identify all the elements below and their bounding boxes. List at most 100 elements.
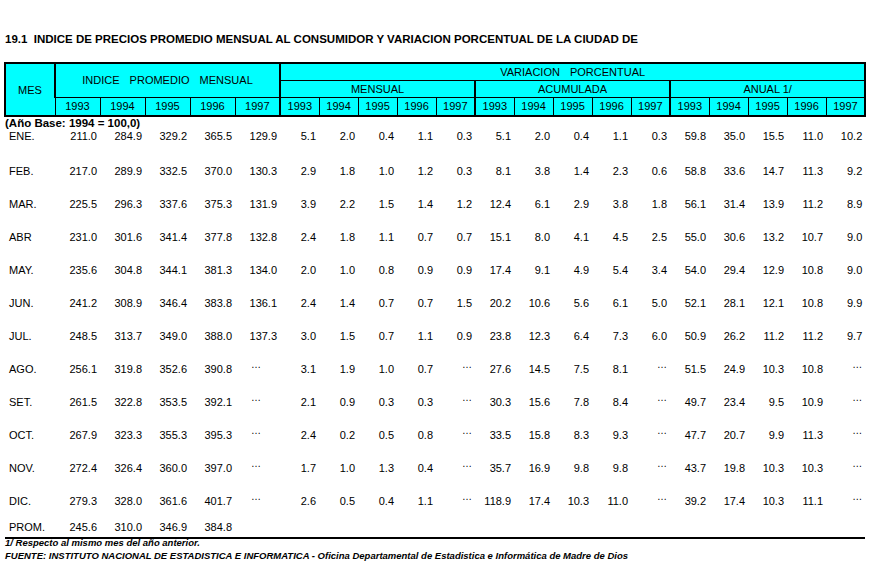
header-mes: MES [5, 63, 55, 116]
month-cell: FEB. [5, 154, 55, 187]
value-cell: 26.2 [709, 319, 748, 352]
value-cell: 29.4 [709, 253, 748, 286]
value-cell: … [436, 418, 475, 451]
year-header: 1995 [358, 97, 397, 116]
table-row: ABR231.0301.6341.4377.8132.82.41.81.10.7… [5, 220, 865, 253]
value-cell: 392.1 [190, 385, 235, 418]
value-cell: 279.3 [55, 484, 100, 517]
value-cell: 245.6 [55, 517, 100, 538]
value-cell: 267.9 [55, 418, 100, 451]
value-cell: 1.8 [319, 220, 358, 253]
value-cell: 401.7 [190, 484, 235, 517]
value-cell: 308.9 [100, 286, 145, 319]
year-header: 1993 [280, 97, 319, 116]
value-cell: 1.1 [592, 116, 631, 154]
value-cell: 24.9 [709, 352, 748, 385]
value-cell: 361.6 [145, 484, 190, 517]
value-cell: 1.4 [397, 187, 436, 220]
value-cell: … [631, 451, 670, 484]
value-cell: 2.3 [592, 154, 631, 187]
value-cell: 10.8 [787, 286, 826, 319]
value-cell: … [826, 385, 865, 418]
value-cell: 2.9 [280, 154, 319, 187]
value-cell: 0.9 [397, 253, 436, 286]
value-cell: … [436, 484, 475, 517]
value-cell: 1.0 [358, 352, 397, 385]
value-cell: 353.5 [145, 385, 190, 418]
value-cell [826, 517, 865, 538]
value-cell: 10.8 [787, 352, 826, 385]
value-cell: 0.7 [436, 220, 475, 253]
value-cell: 23.8 [475, 319, 514, 352]
year-header: 1995 [145, 97, 190, 116]
value-cell: 211.0 [55, 116, 100, 154]
value-cell: 8.1 [592, 352, 631, 385]
value-cell: 1.1 [358, 220, 397, 253]
value-cell: 35.7 [475, 451, 514, 484]
month-cell: SET. [5, 385, 55, 418]
year-header: 1997 [826, 97, 865, 116]
value-cell: 2.4 [280, 418, 319, 451]
missing-value-dots: … [657, 392, 667, 403]
year-header: 1994 [514, 97, 553, 116]
header-group-mensual: MENSUAL [280, 80, 475, 97]
table-row: JUN.241.2308.9346.4383.8136.12.41.40.70.… [5, 286, 865, 319]
value-cell: 0.4 [358, 484, 397, 517]
value-cell: 2.5 [631, 220, 670, 253]
value-cell: … [631, 385, 670, 418]
missing-value-dots: … [251, 425, 261, 436]
value-cell: … [826, 451, 865, 484]
value-cell: 365.5 [190, 116, 235, 154]
value-cell: 2.0 [514, 116, 553, 154]
year-header: 1995 [748, 97, 787, 116]
value-cell: 9.0 [826, 253, 865, 286]
month-cell: JUN. [5, 286, 55, 319]
value-cell: 43.7 [670, 451, 709, 484]
value-cell: … [436, 451, 475, 484]
value-cell: 326.4 [100, 451, 145, 484]
value-cell: 375.3 [190, 187, 235, 220]
value-cell: 0.3 [631, 116, 670, 154]
month-cell: MAY. [5, 253, 55, 286]
value-cell: … [631, 484, 670, 517]
value-cell: 136.1 [235, 286, 280, 319]
value-cell: 10.9 [787, 385, 826, 418]
value-cell: 397.0 [190, 451, 235, 484]
value-cell: 9.5 [748, 385, 787, 418]
value-cell: 304.8 [100, 253, 145, 286]
missing-value-dots: … [462, 359, 472, 370]
value-cell: 10.3 [748, 484, 787, 517]
year-header: 1993 [475, 97, 514, 116]
value-cell: 11.2 [787, 319, 826, 352]
value-cell: 0.3 [436, 116, 475, 154]
value-cell: 9.0 [826, 220, 865, 253]
value-cell: 272.4 [55, 451, 100, 484]
value-cell: … [235, 352, 280, 385]
value-cell: 0.9 [319, 385, 358, 418]
missing-value-dots: … [462, 458, 472, 469]
value-cell: 39.2 [670, 484, 709, 517]
value-cell: 9.7 [826, 319, 865, 352]
year-header: 1996 [397, 97, 436, 116]
value-cell: 10.3 [748, 451, 787, 484]
value-cell: 35.0 [709, 116, 748, 154]
value-cell: 54.0 [670, 253, 709, 286]
value-cell: 2.4 [280, 286, 319, 319]
value-cell: 11.1 [787, 484, 826, 517]
value-cell: 0.4 [397, 451, 436, 484]
value-cell: 352.6 [145, 352, 190, 385]
value-cell: 11.3 [787, 418, 826, 451]
value-cell: 2.9 [553, 187, 592, 220]
value-cell: 11.3 [787, 154, 826, 187]
value-cell: 131.9 [235, 187, 280, 220]
value-cell: 377.8 [190, 220, 235, 253]
value-cell: 8.4 [592, 385, 631, 418]
month-cell: DIC. [5, 484, 55, 517]
source-line: FUENTE: INSTITUTO NACIONAL DE ESTADISTIC… [5, 550, 628, 561]
value-cell [397, 517, 436, 538]
value-cell: 1.0 [319, 451, 358, 484]
value-cell: 50.9 [670, 319, 709, 352]
value-cell: 2.1 [280, 385, 319, 418]
value-cell: 0.6 [631, 154, 670, 187]
value-cell: 248.5 [55, 319, 100, 352]
